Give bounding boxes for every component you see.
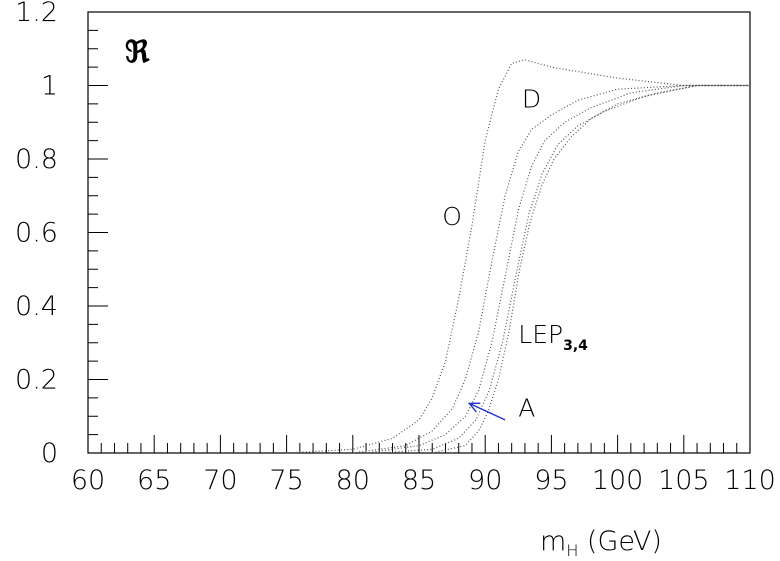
- x-tick-label: 100: [592, 465, 644, 496]
- x-tick-label: 65: [137, 465, 171, 496]
- y-tick-label: 0.2: [15, 365, 58, 396]
- x-tick-label: 90: [468, 465, 502, 496]
- x-tick-label: 110: [724, 465, 776, 496]
- series-curve-2: [352, 84, 750, 454]
- curve-label-o: O: [442, 202, 462, 231]
- arrow-shaft: [469, 402, 506, 421]
- curve-label-d: D: [522, 85, 541, 114]
- axes-layer: [87, 11, 751, 454]
- x-tick-label: 75: [269, 465, 303, 496]
- curve-label-a: A: [518, 393, 535, 422]
- x-tick-label: 60: [71, 465, 105, 496]
- y-axis-symbol: ℜ: [125, 35, 150, 70]
- x-tick-label: 105: [658, 465, 710, 496]
- y-tick-label: 0.4: [15, 291, 58, 322]
- x-tick-label: 70: [203, 465, 237, 496]
- labels-layer: 60 65 70 75 80 85 90 95 100 105 110 0 0.2 0.4 0.6 0.8 1 1…: [15, 0, 776, 560]
- x-axis-title: mH (GeV): [540, 526, 662, 560]
- y-tick-label: 1.2: [15, 0, 58, 28]
- y-tick-label: 0.8: [15, 144, 58, 175]
- series-curve-5: [432, 84, 750, 454]
- series-curve-3: [365, 84, 750, 454]
- plot-frame: [87, 11, 751, 454]
- series-curve-4: [379, 84, 750, 454]
- curves-layer: [286, 59, 750, 454]
- x-tick-label: 85: [402, 465, 436, 496]
- curve-label-lep: LEP3,4: [518, 320, 588, 354]
- y-tick-label: 1: [41, 71, 58, 102]
- x-tick-label: 80: [336, 465, 370, 496]
- y-tick-label: 0: [41, 438, 58, 469]
- arrow-head: [467, 402, 481, 413]
- x-tick-label: 95: [534, 465, 568, 496]
- y-tick-label: 0.6: [15, 218, 58, 249]
